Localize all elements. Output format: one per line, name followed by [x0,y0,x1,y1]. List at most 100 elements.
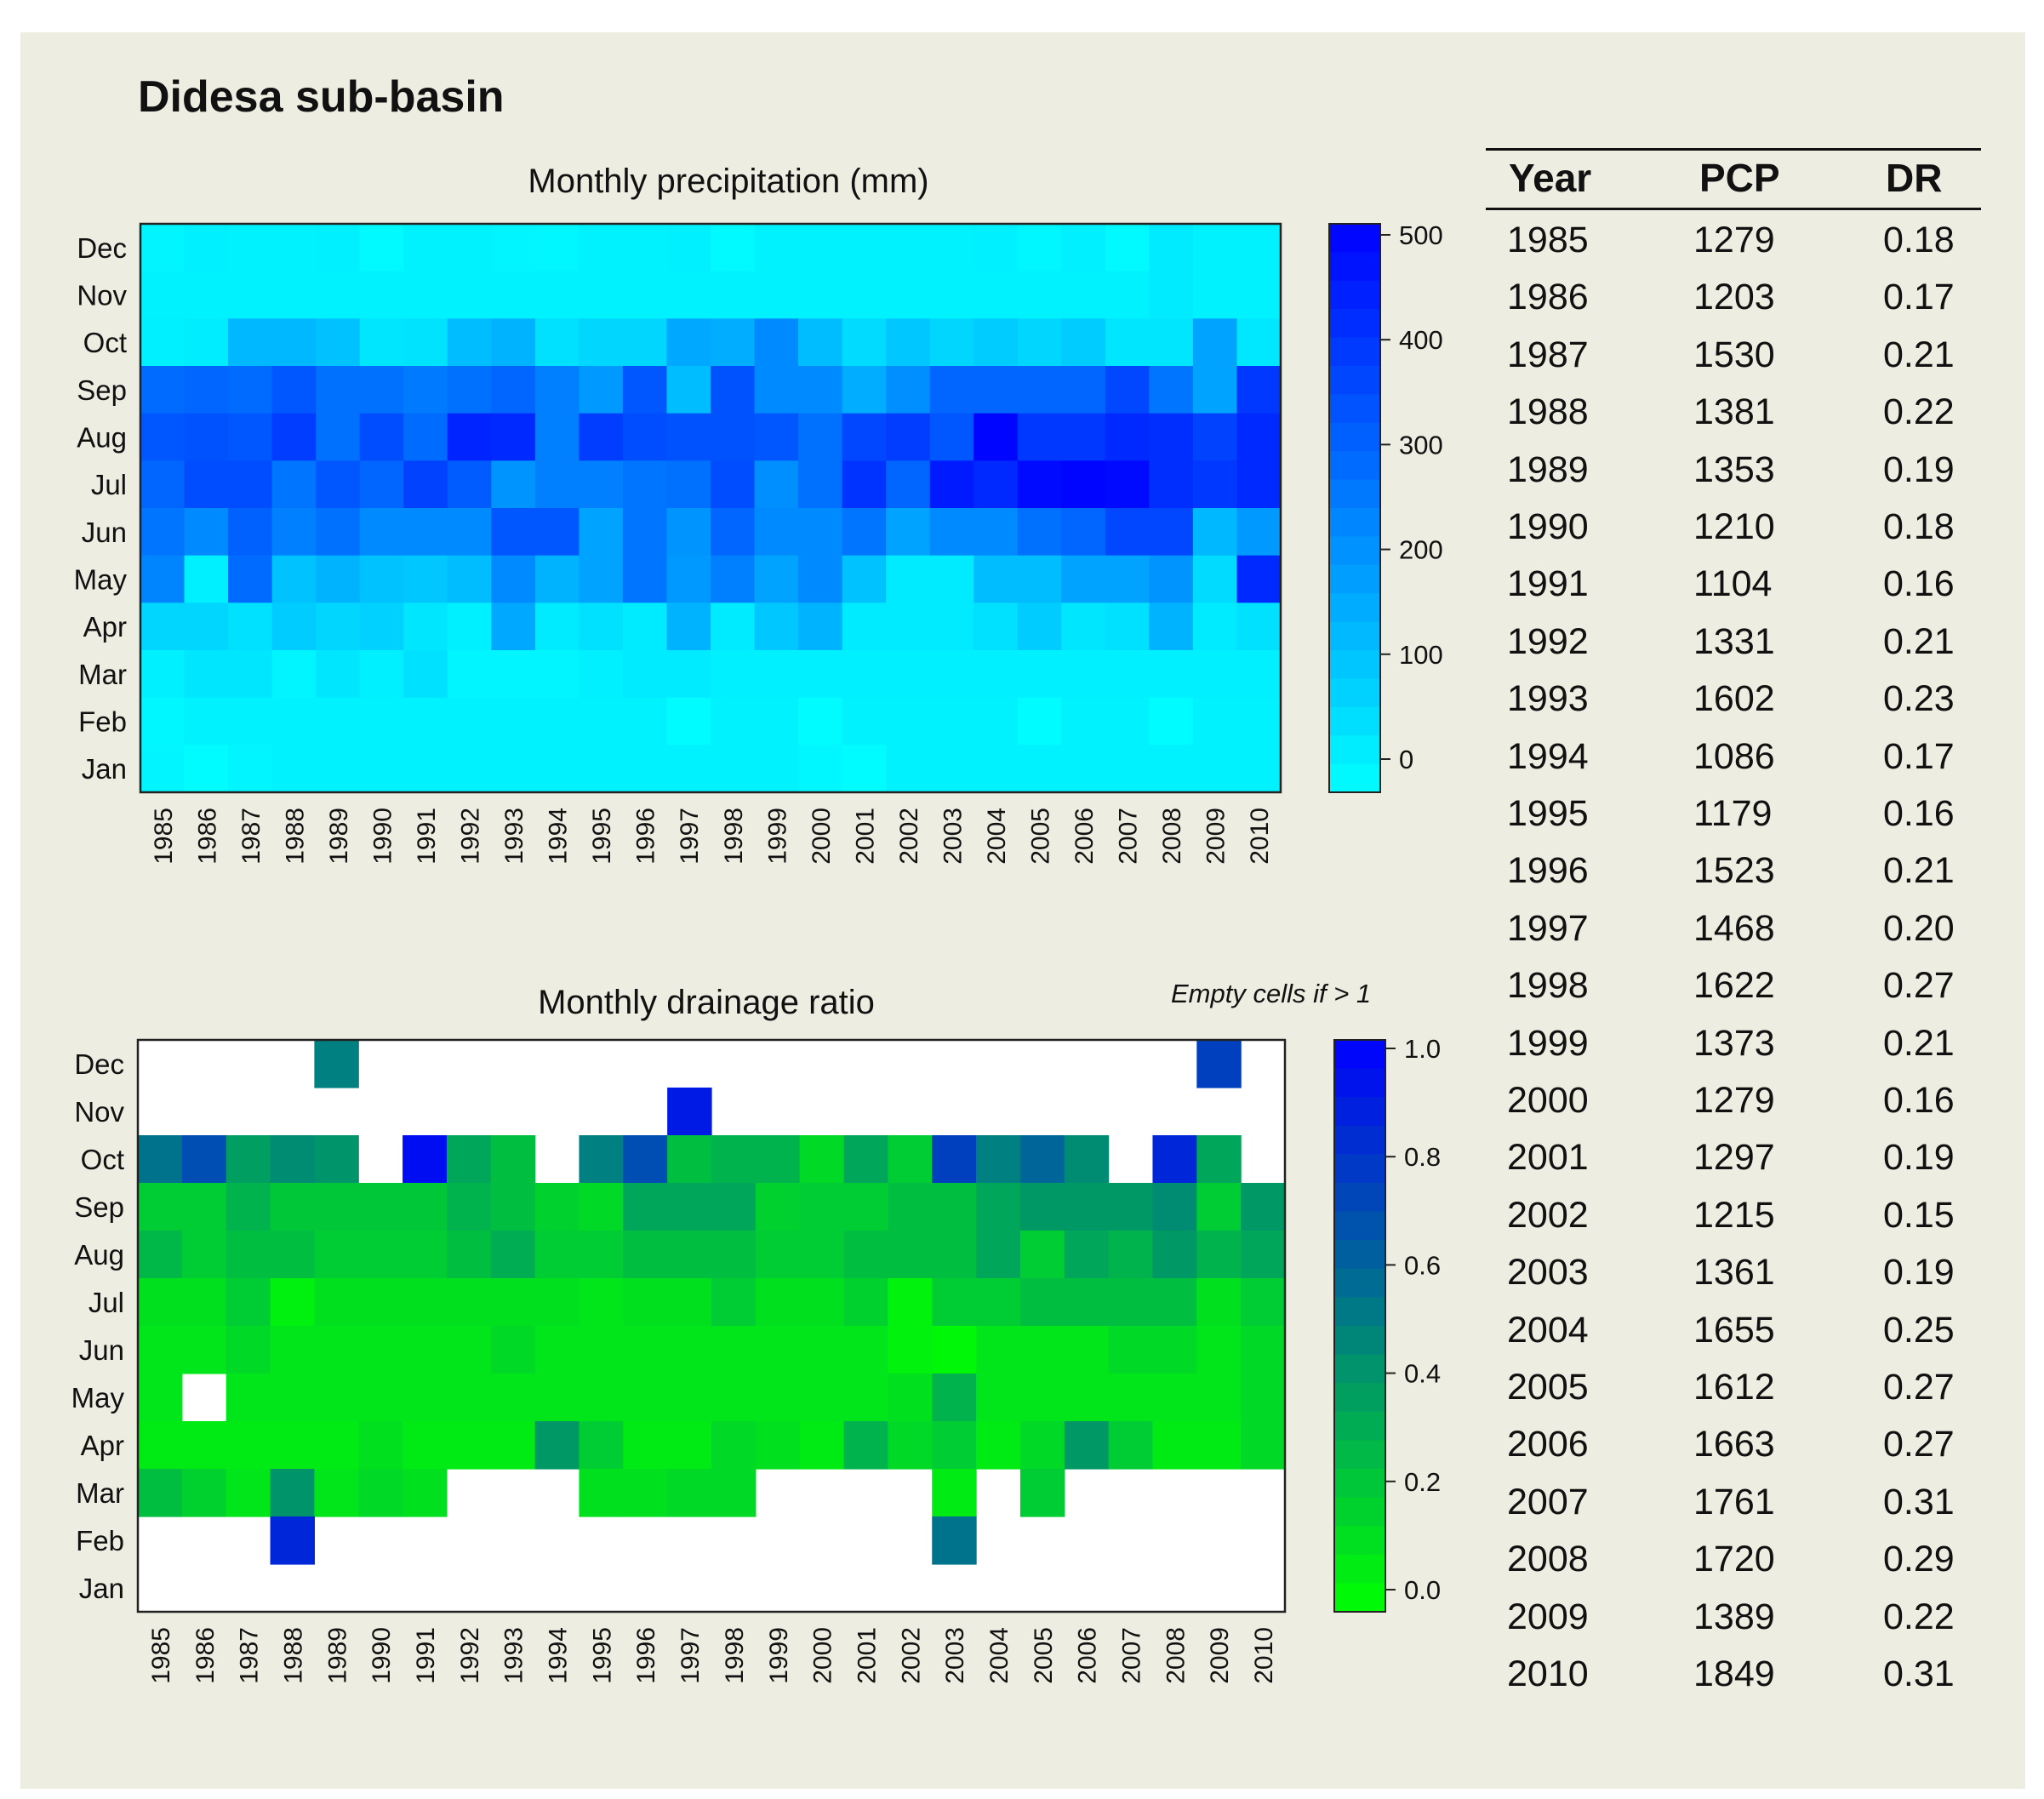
heatmap-cell [1019,1421,1065,1470]
heatmap-cell [270,1421,315,1470]
heatmap-cell [1064,1135,1110,1184]
heatmap-cell [491,224,536,272]
x-tick-label: 1991 [412,1627,440,1684]
heatmap-cell [932,1326,977,1374]
heatmap-cell [534,1326,580,1374]
heatmap-cell [711,1183,757,1231]
heatmap-cell [667,1374,712,1422]
table-cell-dr: 0.19 [1883,1137,1955,1179]
heatmap-cell [534,1278,580,1327]
heatmap-cell [623,1231,668,1279]
x-tick-label: 1995 [588,1627,616,1684]
heatmap-cell [226,1374,271,1422]
precip-heatmap: Dec Nov Oct Sep Aug Jul Jun May Apr Mar Feb Jan 1985… [74,222,1282,865]
heatmap-cell [140,413,186,461]
x-tick-label: 1994 [545,808,573,865]
heatmap-cell [403,555,448,603]
heatmap-cell [843,1135,888,1184]
heatmap-cell [534,508,580,557]
heatmap-cell [140,508,186,557]
heatmap-cell [140,318,186,367]
heatmap-cell [270,1516,315,1565]
heatmap-cell [1192,603,1238,651]
heatmap-cell [842,650,887,699]
heatmap-cell [271,271,317,319]
x-tick-label: 1990 [368,1627,396,1684]
heatmap-cell [622,603,668,651]
heatmap-cell [622,697,668,745]
heatmap-cell [798,697,843,745]
x-tick-label: 1998 [720,808,748,865]
heatmap-cell [666,460,711,509]
heatmap-cell [490,1135,536,1184]
table-cell-year: 1997 [1507,907,1589,949]
heatmap-cell [579,508,624,557]
table-cell-dr: 0.18 [1883,506,1955,547]
colorbar-segment [1334,1183,1385,1213]
x-tick-label: 1994 [545,1627,573,1684]
heatmap-cell [711,460,756,509]
heatmap-cell [358,1231,403,1279]
table-cell-year: 2003 [1507,1252,1589,1294]
heatmap-cell [534,1421,580,1470]
x-tick-label: 2004 [983,808,1011,865]
heatmap-cell [491,366,536,414]
heatmap-cell [1149,413,1194,461]
heatmap-cell [403,1135,448,1184]
heatmap-cell [447,508,492,557]
heatmap-cell [888,1374,933,1422]
heatmap-cell [1196,1326,1242,1374]
heatmap-cell [1108,1231,1154,1279]
heatmap-cell [140,603,186,651]
heatmap-cell [403,1231,448,1279]
table-cell-pcp: 1210 [1693,506,1775,547]
table-cell-dr: 0.27 [1883,1424,1955,1465]
heatmap-cell [932,1421,977,1470]
heatmap-cell [1149,650,1194,699]
table-header-dr: DR [1886,156,1943,200]
x-tick-label: 2010 [1246,808,1274,865]
heatmap-cell [403,271,448,319]
y-tick-label: Feb [76,1525,124,1556]
heatmap-cell [711,555,756,603]
heatmap-cell [316,460,361,509]
table-cell-year: 1990 [1507,506,1589,547]
heatmap-cell [579,460,624,509]
heatmap-cell [358,1469,403,1517]
heatmap-cell [1192,745,1238,793]
heatmap-cell [491,745,536,793]
heatmap-cell [446,1231,492,1279]
heatmap-cell [270,1231,315,1279]
table-header-year: Year [1509,156,1592,200]
heatmap-cell [181,1421,227,1470]
table-cell-year: 2006 [1507,1424,1589,1465]
heatmap-cell [140,271,186,319]
table-cell-dr: 0.22 [1883,391,1955,433]
colorbar-segment [1334,1497,1385,1527]
heatmap-cell [579,413,624,461]
heatmap-cell [1105,555,1150,603]
heatmap-cell [973,460,1019,509]
table-cell-dr: 0.23 [1883,678,1955,720]
x-tick-label: 1989 [323,1627,351,1684]
x-tick-label: 2009 [1202,808,1230,865]
heatmap-cell [1064,1183,1110,1231]
table-cell-year: 2005 [1507,1367,1589,1408]
heatmap-cell [534,460,580,509]
colorbar-tick-label: 0.2 [1404,1467,1441,1497]
heatmap-cell [886,413,931,461]
heatmap-cell [314,1183,359,1231]
heatmap-cell [755,1326,801,1374]
heatmap-cell [359,271,404,319]
heatmap-cell [446,1326,492,1374]
x-tick-label: 2003 [939,808,968,865]
heatmap-cell [973,318,1019,367]
heatmap-cell [579,271,624,319]
heatmap-cell [270,1326,315,1374]
table-cell-pcp: 1530 [1693,334,1775,375]
heatmap-cell [842,413,887,461]
heatmap-cell [755,1135,801,1184]
heatmap-cell [447,460,492,509]
heatmap-cell [1019,1135,1065,1184]
heatmap-cell [184,413,229,461]
